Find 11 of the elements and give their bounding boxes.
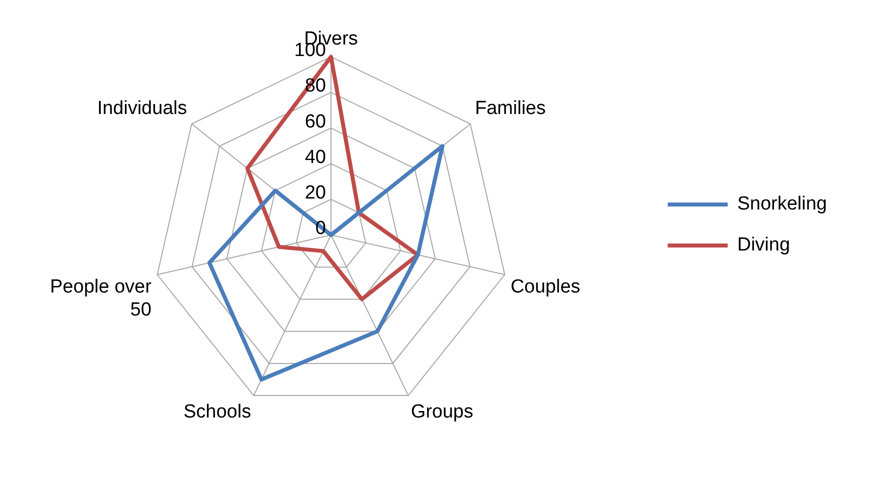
spoke-label: Couples (510, 276, 580, 298)
spoke-label: Families (475, 98, 546, 119)
y-tick-label: 40 (304, 146, 326, 168)
legend-label: Snorkeling (737, 194, 828, 215)
spoke-label: Groups (410, 402, 474, 423)
y-tick-label: 20 (304, 182, 326, 204)
spoke-label: Individuals (97, 98, 187, 119)
y-tick-label: 60 (304, 111, 326, 132)
spoke-label: People over 50 (50, 276, 152, 320)
spoke-label: Schools (183, 402, 252, 423)
legend-label: Diving (737, 234, 790, 256)
